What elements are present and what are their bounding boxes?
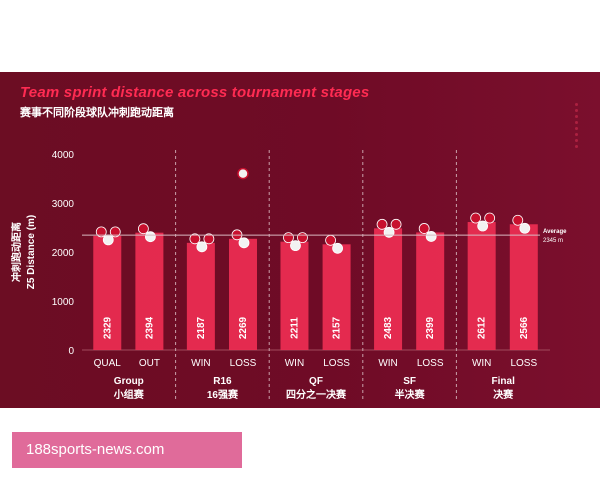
bar <box>93 235 122 350</box>
team-flag-icon <box>144 231 156 243</box>
bar <box>467 222 496 350</box>
bar-value-label: 2612 <box>477 316 488 339</box>
team-flag-icon <box>383 226 395 238</box>
bar-value-label: 2211 <box>289 317 300 339</box>
team-flag-icon <box>477 220 489 232</box>
team-flag-icon <box>376 218 388 230</box>
group-label-zh: 半决赛 <box>395 388 426 401</box>
team-flag-icon <box>297 232 308 244</box>
bar <box>416 232 445 350</box>
team-flag-icon <box>137 223 149 235</box>
bar-value-label: 2157 <box>332 316 343 339</box>
team-flag-icon <box>189 233 201 245</box>
bar-value-label: 2394 <box>144 316 155 339</box>
bar <box>280 241 309 350</box>
y-tick-label: 3000 <box>52 199 75 210</box>
y-tick-label: 2000 <box>52 248 75 259</box>
group-label-zh: 四分之一决赛 <box>286 388 347 401</box>
team-flag-icon <box>290 240 301 252</box>
bar-value-label: 2269 <box>238 316 249 339</box>
group-label-zh: 小组赛 <box>113 388 145 401</box>
chart-panel: Team sprint distance across tournament s… <box>0 72 600 408</box>
group-label: Group <box>114 376 144 387</box>
team-flag-icon <box>196 241 208 253</box>
category-label: OUT <box>139 358 160 369</box>
y-tick-label: 0 <box>68 346 74 357</box>
group-label-zh: 决赛 <box>493 388 514 401</box>
chart-subtitle: 赛事不同阶段球队冲刺跑动距离 <box>20 107 174 119</box>
team-flag-icon <box>332 242 343 254</box>
team-flag-icon <box>238 237 250 249</box>
y-tick-label: 4000 <box>52 150 75 161</box>
group-label: Final <box>492 376 516 387</box>
y-axis-label-zh: 冲刺跑动距离 <box>10 222 23 282</box>
team-flag-icon <box>484 212 496 224</box>
team-flag-icon <box>102 234 114 246</box>
group-label: QF <box>309 376 323 387</box>
bar-chart: 0 1000 2000 3000 4000 冲刺跑动距离 Z5 Distance (m) 23… <box>10 150 567 402</box>
category-label: WIN <box>191 358 210 369</box>
group-label: SF <box>403 376 416 387</box>
team-flag-icon <box>418 223 430 234</box>
decorative-dots <box>566 100 586 151</box>
bar-value-label: 2566 <box>519 316 530 339</box>
bar-value-label: 2329 <box>102 316 113 339</box>
bar-value-label: 2399 <box>425 316 436 339</box>
bar <box>322 244 351 350</box>
team-flag-icon <box>109 226 121 238</box>
bar <box>374 228 403 350</box>
group-label-zh: 16强赛 <box>207 388 239 401</box>
category-label: LOSS <box>323 358 350 369</box>
team-flag-icon <box>519 222 531 234</box>
team-flag-icon <box>470 212 482 224</box>
team-flag-icon <box>283 232 294 244</box>
category-label: WIN <box>472 358 491 369</box>
bar <box>186 242 215 350</box>
category-label: LOSS <box>417 358 444 369</box>
average-value-label: 2345 m <box>543 238 563 244</box>
y-axis-label: Z5 Distance (m) <box>26 215 37 289</box>
chart-title: Team sprint distance across tournament s… <box>20 84 370 101</box>
bar-value-label: 2187 <box>196 316 207 339</box>
average-label: Average <box>543 229 567 235</box>
team-flag-icon <box>512 214 524 226</box>
y-tick-label: 1000 <box>52 297 75 308</box>
team-flag-icon <box>390 218 402 230</box>
team-flag-icon <box>203 233 215 245</box>
category-label: QUAL <box>94 358 122 369</box>
team-flag-icon <box>425 231 437 242</box>
team-flag-icon <box>237 167 249 180</box>
category-label: WIN <box>285 358 304 369</box>
bar <box>228 238 257 350</box>
team-flag-icon <box>95 226 107 238</box>
team-flag-icon <box>325 234 336 246</box>
category-label: WIN <box>378 358 397 369</box>
category-label: LOSS <box>510 358 537 369</box>
bar-value-label: 2483 <box>383 316 394 339</box>
category-label: LOSS <box>230 358 257 369</box>
group-label: R16 <box>213 376 232 387</box>
watermark-banner: 188sports-news.com <box>12 432 242 468</box>
bar <box>135 232 164 350</box>
bar <box>509 224 538 350</box>
